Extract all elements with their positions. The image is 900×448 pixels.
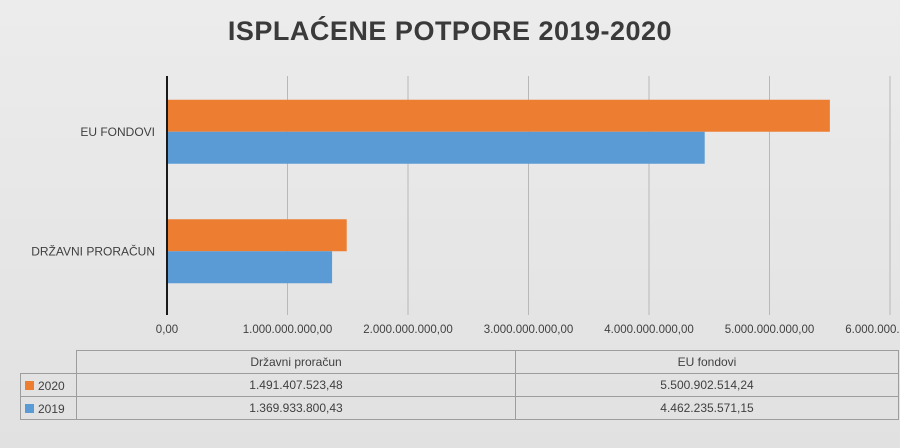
table-cell: 1.369.933.800,43 <box>76 396 516 420</box>
table-row: 2020 1.491.407.523,48 5.500.902.514,24 <box>20 373 899 397</box>
column-header: EU fondovi <box>515 350 899 374</box>
x-tick-label: 3.000.000.000,00 <box>484 324 574 336</box>
category-label: EU FONDOVI <box>80 125 155 139</box>
x-tick-label: 0,00 <box>156 324 178 336</box>
bar-2020 <box>168 99 830 132</box>
chart-title: ISPLAĆENE POTPORE 2019-2020 <box>227 16 673 46</box>
data-table: Državni proračun EU fondovi 2020 1.491.4… <box>20 350 900 424</box>
bar-2020 <box>168 219 347 252</box>
table-row: 2019 1.369.933.800,43 4.462.235.571,15 <box>20 396 899 420</box>
table-header-row: Državni proračun EU fondovi <box>20 350 899 374</box>
x-tick-label: 5.000.000.000,00 <box>725 324 815 336</box>
legend-swatch-2020 <box>25 380 34 390</box>
legend-label: 2020 <box>38 378 65 393</box>
legend-label: 2019 <box>38 401 65 416</box>
category-label: DRŽAVNI PRORAČUN <box>31 243 155 258</box>
x-tick-label: 1.000.000.000,00 <box>243 324 333 336</box>
table-cell: 4.462.235.571,15 <box>515 396 899 420</box>
legend-entry-2019: 2019 <box>20 396 77 420</box>
bar-chart: 0,00 1.000.000.000,00 2.000.000.000,00 3.00… <box>31 76 900 336</box>
bar-2019 <box>168 131 705 164</box>
x-tick-label: 4.000.000.000,00 <box>604 324 694 336</box>
table-cell: 1.491.407.523,48 <box>76 373 516 397</box>
bar-2019 <box>168 251 333 284</box>
table-corner <box>20 350 77 374</box>
legend-swatch-2019 <box>25 403 34 413</box>
x-tick-label: 6.000.000.000,00 <box>845 324 900 336</box>
column-header: Državni proračun <box>76 350 516 374</box>
legend-entry-2020: 2020 <box>20 373 77 397</box>
table-cell: 5.500.902.514,24 <box>515 373 899 397</box>
x-tick-label: 2.000.000.000,00 <box>363 324 453 336</box>
